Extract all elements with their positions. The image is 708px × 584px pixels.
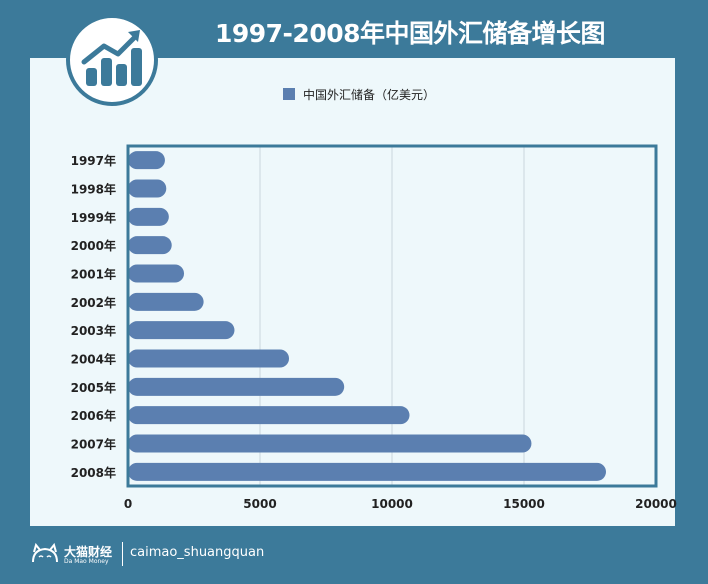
category-label: 1998年 [71,182,116,197]
bar [128,264,185,283]
category-label: 1997年 [71,153,116,168]
legend: 中国外汇储备（亿美元） [283,86,435,103]
brand-name: 大猫财经 [64,545,113,559]
page-title: 1997-2008年中国外汇储备增长图 [214,19,606,48]
bar [128,236,172,255]
cat-logo-icon [32,542,58,563]
category-label: 2000年 [71,238,116,253]
bar [128,377,345,396]
category-label: 2006年 [71,408,116,423]
legend-label: 中国外汇储备（亿美元） [303,88,436,102]
footer-handle: caimao_shuangquan [130,545,265,560]
category-label: 2007年 [71,437,116,452]
plot-border [126,144,658,488]
bar [128,434,532,453]
brand-name-en: Da Mao Money [64,558,109,565]
x-tick-label: 20000 [635,497,677,511]
category-label: 1999年 [71,210,116,225]
x-tick-label: 15000 [503,497,545,511]
bar [128,321,235,340]
category-label: 2003年 [71,323,116,338]
category-label: 2001年 [71,267,116,282]
category-label: 2004年 [71,352,116,367]
x-tick-label: 10000 [371,497,413,511]
bar [128,179,167,198]
bar [128,406,410,425]
legend-swatch [283,88,295,100]
growth-chart-icon [66,14,158,106]
category-label: 2002年 [71,295,116,310]
x-tick-label: 0 [124,497,132,511]
bar [128,151,165,170]
footer-divider [122,542,123,566]
category-label: 2005年 [71,380,116,395]
bar [128,292,204,311]
bar [128,349,290,368]
x-tick-label: 5000 [243,497,276,511]
category-label: 2008年 [71,465,116,480]
bar [128,462,606,481]
bar [128,207,169,226]
